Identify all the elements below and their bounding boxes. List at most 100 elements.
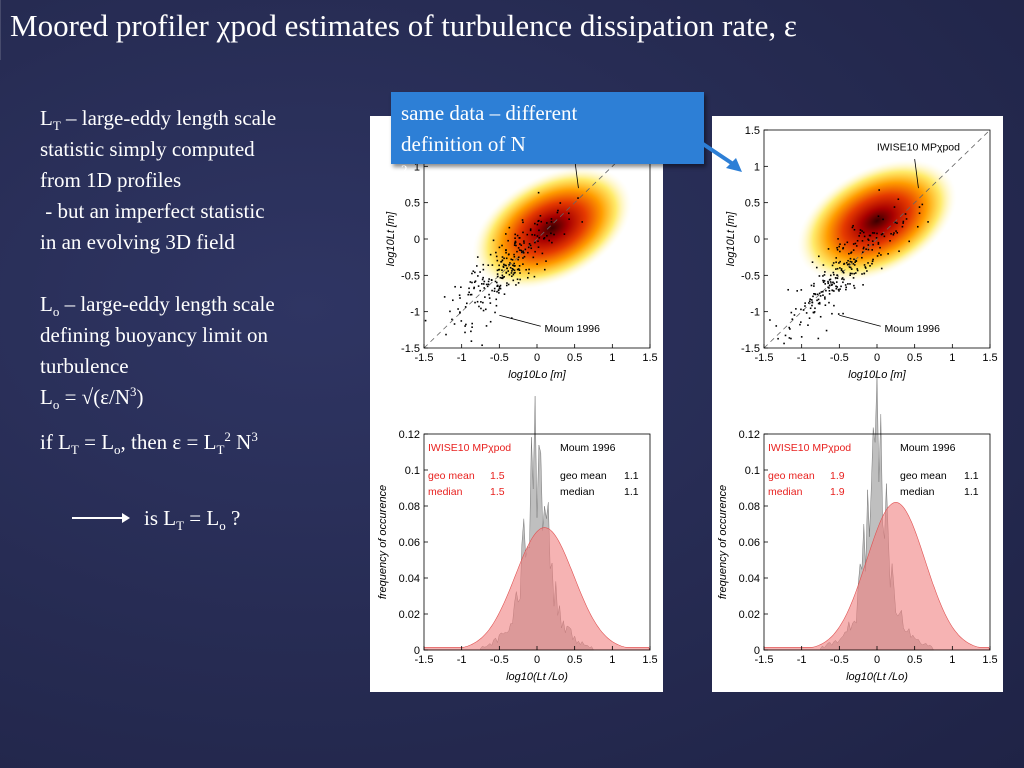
legend-moum-geomean-label: geo mean [900,470,947,482]
data-point [887,252,889,255]
data-point [509,262,511,264]
data-point [449,310,451,313]
data-point [489,253,492,256]
y-tick-label: 1.5 [745,125,760,137]
data-point [496,269,499,272]
data-point [484,308,487,311]
annotation-mp: IWISE10 MPχpod [877,141,960,153]
data-point [534,241,536,244]
data-point [522,257,524,259]
data-point [869,234,872,237]
data-point [819,315,822,318]
data-point [836,267,839,270]
data-point [481,283,483,285]
data-point [477,285,480,287]
data-point [470,330,472,333]
legend-mp-median-label: median [768,486,803,498]
slide-corner-accent [0,0,15,60]
x-tick-label: 1 [609,654,615,666]
data-point [511,259,514,261]
data-point [832,281,834,284]
data-point [819,295,822,297]
data-point [918,206,921,208]
y-tick-label: 0.02 [739,609,760,621]
data-point [916,225,919,228]
data-point [849,257,852,260]
x-tick-label: 1.5 [642,352,657,364]
data-point [474,280,477,282]
data-point [838,262,840,264]
data-point [482,268,485,271]
data-point [518,249,521,251]
data-point [479,271,481,273]
data-point [503,257,505,260]
data-point [540,220,543,223]
data-point [817,255,820,258]
data-point [810,299,813,301]
data-point [829,281,832,283]
data-point [862,284,864,286]
data-point [856,269,859,272]
data-point [498,285,501,288]
data-point [844,284,847,286]
data-point [850,268,853,270]
data-point [878,189,880,191]
data-point [518,237,521,239]
data-point [822,279,824,282]
data-point [497,289,500,291]
data-point [514,233,516,236]
data-point [808,300,811,302]
data-point [464,306,467,308]
data-point [814,307,816,310]
data-point [893,232,895,234]
data-point [790,311,793,314]
data-point [822,281,825,284]
data-point [510,275,513,278]
data-point [513,255,516,258]
slide-title: Moored profiler χpod estimates of turbul… [10,8,797,43]
data-point [866,270,868,272]
histogram-chart-2: -1.5 -1 -0.5 0 0.5 1 1.5 0 0.02 0.04 0.06 0.08 0.1 0.… [377,396,658,683]
data-point [810,284,813,287]
data-point [519,278,521,281]
data-point [849,266,852,269]
data-point [788,337,791,339]
data-point [537,246,540,248]
data-point [868,234,871,237]
data-point [476,265,478,267]
data-point [498,264,500,267]
data-point [840,285,842,288]
data-point [518,265,521,267]
data-point [848,252,850,255]
data-point [881,233,884,235]
legend-mp-title: IWISE10 MPχpod [768,442,851,454]
data-point [452,299,454,302]
data-point [828,289,831,292]
data-point [514,271,516,274]
data-point [872,258,874,261]
data-point [509,266,512,269]
data-point [816,293,819,296]
data-point [525,268,527,271]
data-point [517,282,520,284]
y-tick-label: -0.5 [741,270,760,282]
data-point [524,248,527,251]
data-point [863,272,865,275]
data-point [853,287,856,289]
data-point [834,277,837,279]
data-point [513,253,515,256]
data-point [796,290,798,292]
data-point [896,222,898,224]
data-point [480,301,482,303]
x-tick-label: -0.5 [490,352,509,364]
x-tick-label: -1 [457,352,467,364]
x-tick-label: 1.5 [982,352,997,364]
data-point [487,280,490,283]
data-point [532,256,535,259]
data-point [505,251,507,254]
x-tick-label: 0.5 [907,352,922,364]
data-point [505,284,508,287]
data-point [842,281,844,284]
data-point [828,301,830,304]
data-point [880,233,883,236]
